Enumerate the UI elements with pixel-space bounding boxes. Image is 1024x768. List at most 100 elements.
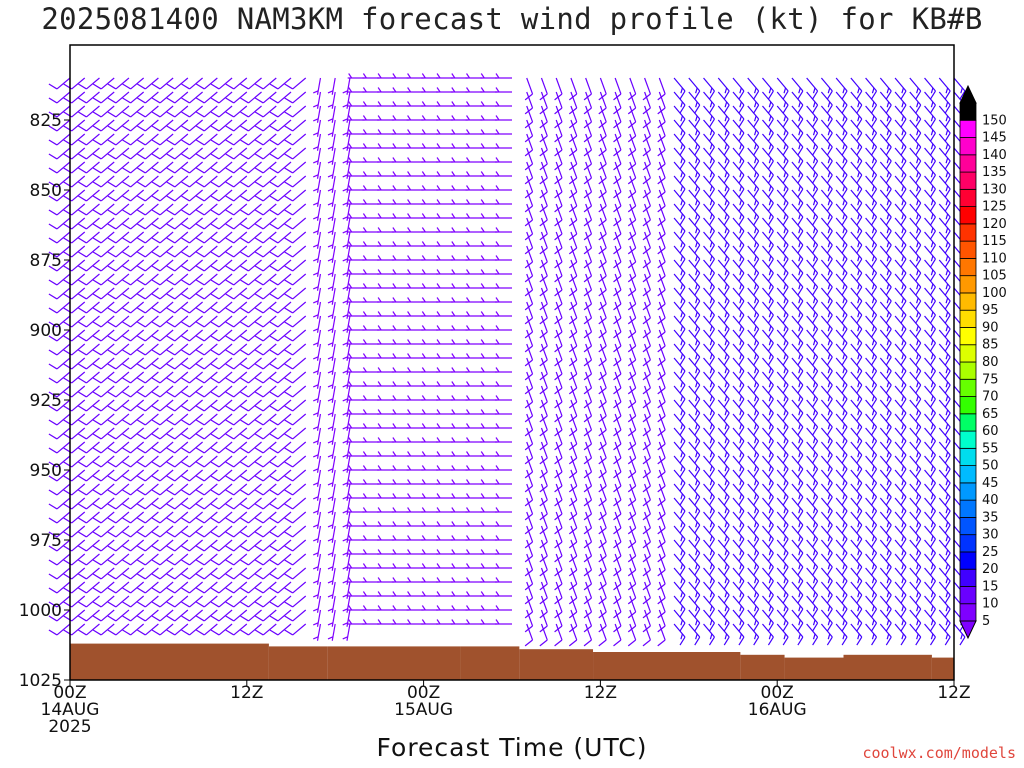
wind-barb <box>377 297 395 303</box>
barb-feather <box>524 625 533 633</box>
barb-staff <box>555 385 563 403</box>
wind-barb <box>465 101 483 107</box>
barb-feather <box>539 205 548 213</box>
barb-staff <box>644 133 651 151</box>
wind-barb <box>465 269 483 275</box>
barb-staff <box>71 483 86 496</box>
barb-feather <box>48 265 58 272</box>
barb-staff <box>262 77 277 90</box>
barb-feather <box>407 577 412 583</box>
barb-staff <box>614 413 622 431</box>
barb-feather <box>151 363 161 370</box>
barb-feather <box>657 457 666 465</box>
barb-staff <box>346 105 351 123</box>
barb-staff <box>159 147 174 160</box>
wind-barb <box>347 311 365 317</box>
barb-staff <box>86 105 100 118</box>
wind-barb <box>48 609 71 622</box>
barb-feather <box>421 241 426 247</box>
barb-feather <box>48 405 58 412</box>
wind-barb <box>254 231 277 244</box>
barb-staff <box>316 343 322 361</box>
barb-feather <box>240 181 249 188</box>
barb-staff <box>555 357 563 375</box>
barb-staff <box>629 483 637 501</box>
wind-barb <box>391 73 409 79</box>
barb-feather <box>642 163 651 171</box>
barb-feather <box>613 317 622 325</box>
barb-staff <box>248 469 262 482</box>
wind-barb <box>391 353 409 359</box>
wind-barb <box>613 259 622 283</box>
barb-feather <box>657 219 666 227</box>
wind-barb <box>480 563 498 569</box>
barb-feather <box>583 107 592 115</box>
barb-feather <box>583 261 592 269</box>
wind-barb <box>210 483 233 496</box>
barb-staff <box>262 231 277 244</box>
wind-barb <box>391 325 409 331</box>
wind-barb <box>391 101 409 107</box>
barb-feather <box>122 321 131 328</box>
wind-barb <box>48 595 71 608</box>
barb-staff <box>233 315 248 328</box>
wind-barb <box>313 147 322 165</box>
barb-feather <box>225 447 235 454</box>
barb-staff <box>189 287 203 300</box>
barb-staff <box>331 245 336 263</box>
barb-feather <box>327 188 334 192</box>
barb-feather <box>136 447 146 454</box>
wind-barb <box>347 129 365 135</box>
barb-feather <box>348 241 353 247</box>
barb-staff <box>614 175 622 193</box>
barb-feather <box>348 605 353 611</box>
barb-feather <box>342 636 348 640</box>
wind-barb <box>347 493 365 499</box>
barb-staff <box>599 231 607 249</box>
wind-barb <box>524 567 534 591</box>
barb-staff <box>277 371 292 384</box>
barb-staff <box>570 119 578 137</box>
barb-staff <box>570 329 578 347</box>
wind-barb <box>524 315 534 339</box>
barb-staff <box>585 623 593 641</box>
barb-staff <box>203 231 218 244</box>
wind-barb <box>362 591 380 597</box>
barb-staff <box>262 189 277 202</box>
barb-staff <box>115 119 130 132</box>
wind-barb <box>627 399 637 423</box>
barb-feather <box>284 223 294 230</box>
wind-barb <box>524 217 534 241</box>
barb-feather <box>210 517 220 524</box>
barb-feather <box>166 223 176 230</box>
wind-barb <box>122 301 145 314</box>
barb-feather <box>122 629 131 636</box>
wind-barb <box>240 469 262 482</box>
barb-staff <box>629 217 637 235</box>
barb-staff <box>174 77 189 90</box>
barb-staff <box>585 77 593 95</box>
barb-staff <box>644 511 651 529</box>
wind-barb <box>166 511 189 524</box>
wind-barb <box>240 609 262 622</box>
wind-barb <box>122 91 145 104</box>
barb-feather <box>407 353 412 359</box>
wind-barb <box>436 101 454 107</box>
barb-feather <box>598 401 607 409</box>
barb-staff <box>189 175 203 188</box>
wind-barb <box>181 371 203 384</box>
barb-staff <box>144 623 159 636</box>
barb-feather <box>181 125 190 132</box>
barb-feather <box>225 209 235 216</box>
wind-barb <box>151 539 174 552</box>
barb-staff <box>331 385 336 403</box>
wind-barb <box>539 217 548 241</box>
wind-barb <box>524 273 534 297</box>
wind-barb <box>568 371 578 395</box>
barb-feather <box>362 563 367 569</box>
barb-staff <box>585 399 593 417</box>
barb-staff <box>100 371 115 384</box>
barb-staff <box>555 511 563 529</box>
wind-barb <box>63 511 86 524</box>
barb-feather <box>613 345 622 353</box>
